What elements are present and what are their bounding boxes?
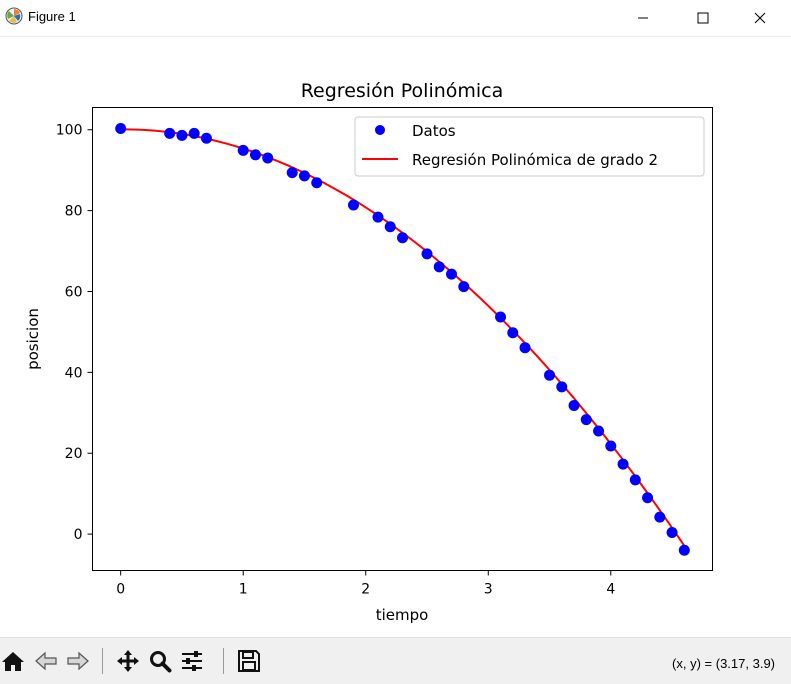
- zoom-icon: [150, 651, 172, 673]
- data-point: [458, 281, 470, 293]
- save-icon: [238, 650, 260, 672]
- legend-label-datos: Datos: [412, 122, 456, 140]
- minimize-button[interactable]: [620, 0, 666, 36]
- maximize-button[interactable]: [680, 0, 726, 36]
- data-point: [580, 414, 592, 426]
- chart-title: Regresión Polinómica: [301, 80, 504, 102]
- data-point: [188, 127, 200, 139]
- data-point: [568, 400, 580, 412]
- toolbar-separator: [223, 648, 224, 674]
- figure-canvas[interactable]: Regresión Polinómica 0 1 2 3 4 0 20 40 60 80 100 t…: [0, 37, 791, 637]
- x-tick-label: 0: [116, 582, 125, 598]
- data-point: [495, 311, 507, 323]
- data-point: [397, 232, 408, 244]
- configure-subplots-icon: [182, 651, 202, 671]
- data-point: [237, 144, 249, 156]
- data-point: [262, 152, 274, 164]
- legend-box: [354, 116, 705, 177]
- matplotlib-icon: [5, 7, 23, 25]
- data-point: [605, 440, 617, 452]
- legend-marker-datos: [375, 125, 385, 135]
- x-tick-label: 1: [239, 582, 248, 598]
- close-icon: [754, 12, 766, 24]
- legend-label-regresion: Regresión Polinómica de grado 2: [412, 151, 658, 169]
- x-tick-label: 3: [484, 582, 493, 598]
- data-point: [678, 544, 690, 556]
- home-button[interactable]: [1, 649, 25, 673]
- legend: Datos Regresión Polinómica de grado 2: [354, 116, 705, 177]
- data-point: [593, 425, 605, 437]
- data-point: [372, 211, 384, 223]
- toolbar-separator: [102, 648, 103, 674]
- window-title: Figure 1: [28, 9, 76, 24]
- close-button[interactable]: [737, 0, 783, 36]
- axes-frame: [92, 107, 713, 571]
- data-point: [384, 221, 396, 233]
- data-point: [347, 199, 359, 211]
- data-point: [629, 474, 641, 486]
- data-point: [176, 129, 188, 141]
- data-point: [433, 261, 445, 273]
- forward-button[interactable]: [66, 649, 90, 673]
- y-tick-label: 0: [74, 527, 83, 543]
- data-point: [519, 342, 531, 354]
- data-point: [200, 132, 212, 144]
- maximize-icon: [697, 12, 709, 24]
- x-tick-label: 4: [606, 582, 615, 598]
- data-point: [421, 248, 433, 260]
- zoom-button[interactable]: [148, 649, 172, 673]
- data-point: [286, 167, 298, 179]
- data-point: [666, 526, 678, 538]
- x-tick-label: 2: [361, 582, 370, 598]
- y-tick-label: 100: [56, 123, 83, 139]
- y-axis-label: posicion: [24, 308, 42, 370]
- data-point: [617, 458, 629, 470]
- data-point: [654, 511, 666, 523]
- data-point: [544, 369, 556, 381]
- data-point: [446, 268, 458, 280]
- y-tick-label: 60: [65, 284, 83, 300]
- minimize-icon: [638, 17, 648, 19]
- y-tick-label: 20: [65, 446, 83, 462]
- data-point: [642, 492, 654, 504]
- y-tick-label: 80: [65, 204, 83, 220]
- configure-subplots-button[interactable]: [180, 649, 204, 673]
- back-button[interactable]: [34, 649, 58, 673]
- y-tick-label: 40: [65, 365, 83, 381]
- forward-arrow-icon: [67, 651, 89, 671]
- pan-icon: [117, 650, 139, 672]
- title-bar: Figure 1: [0, 0, 791, 37]
- data-points-layer: [115, 123, 690, 556]
- data-point: [507, 327, 519, 339]
- data-point: [115, 123, 127, 135]
- data-point: [556, 381, 568, 393]
- back-arrow-icon: [35, 651, 57, 671]
- data-point: [249, 149, 261, 161]
- navigation-toolbar: (x, y) = (3.17, 3.9): [0, 637, 791, 684]
- cursor-coordinates: (x, y) = (3.17, 3.9): [672, 656, 775, 671]
- pan-button[interactable]: [116, 649, 140, 673]
- x-axis-label: tiempo: [376, 606, 429, 624]
- home-icon: [2, 652, 24, 671]
- save-button[interactable]: [237, 649, 261, 673]
- data-point: [311, 177, 323, 189]
- data-point: [298, 170, 310, 182]
- data-point: [164, 127, 176, 139]
